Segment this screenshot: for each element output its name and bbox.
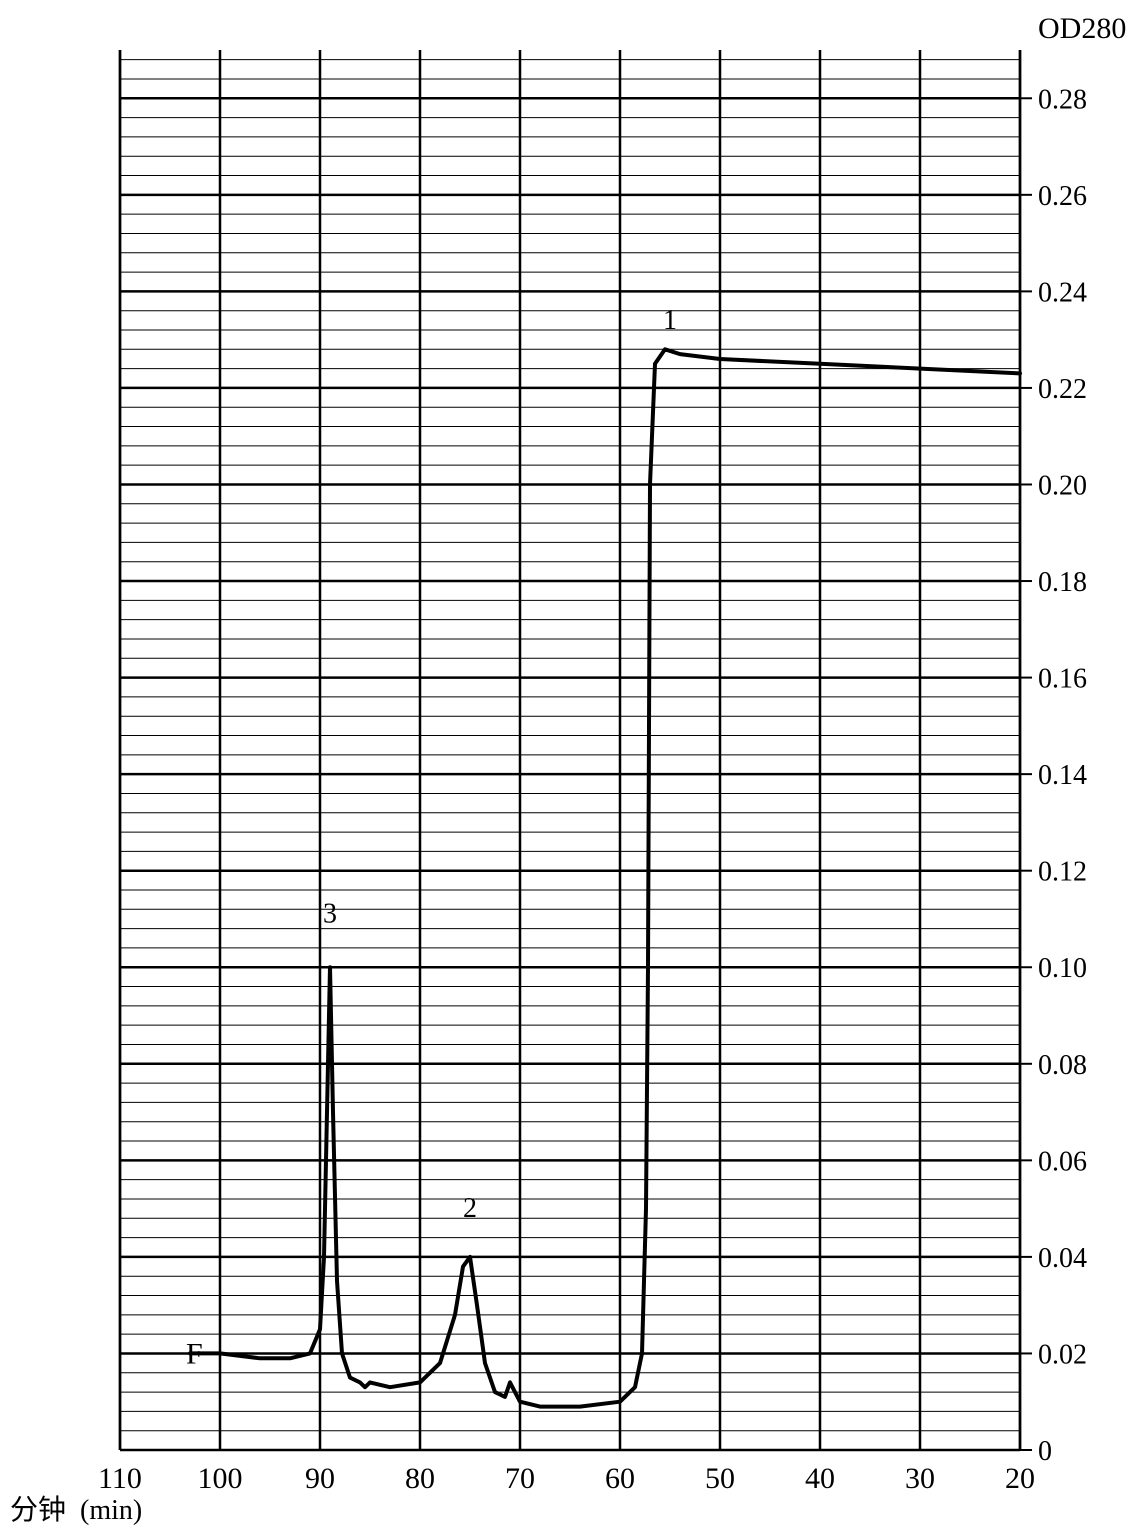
chart-svg: 0 0.02 0.04 0.06 0.08 0.10 0.12 0.14 0.16 0.18 0.2… bbox=[0, 0, 1144, 1531]
y-tick-label: 0 bbox=[1038, 1436, 1052, 1467]
y-tick-label: 0.24 bbox=[1038, 277, 1087, 308]
y-tick-label: 0.12 bbox=[1038, 857, 1087, 888]
x-tick-label: 30 bbox=[905, 1462, 935, 1495]
y-tick-label: 0.28 bbox=[1038, 84, 1087, 115]
y-tick-label: 0.22 bbox=[1038, 374, 1087, 405]
x-tick-label: 50 bbox=[705, 1462, 735, 1495]
y-tick-label: 0.08 bbox=[1038, 1050, 1087, 1081]
y-tick-label: 0.20 bbox=[1038, 470, 1087, 501]
y-tick-label: 0.18 bbox=[1038, 567, 1087, 598]
x-tick-label: 110 bbox=[98, 1462, 142, 1495]
x-axis-title-cn: 分钟 bbox=[10, 1494, 66, 1526]
y-tick-label: 0.10 bbox=[1038, 953, 1087, 984]
x-tick-label: 60 bbox=[605, 1462, 635, 1495]
x-tick-label: 20 bbox=[1005, 1462, 1035, 1495]
x-axis-title-en: (min) bbox=[80, 1495, 142, 1526]
peak-label: 2 bbox=[463, 1193, 477, 1224]
y-tick-label: 0.16 bbox=[1038, 664, 1087, 695]
y-tick-label: 0.02 bbox=[1038, 1339, 1087, 1370]
start-marker: F bbox=[186, 1337, 203, 1370]
y-tick-label: 0.26 bbox=[1038, 181, 1087, 212]
y-axis-title: OD280 bbox=[1038, 12, 1126, 45]
peak-label: 1 bbox=[663, 305, 677, 336]
x-tick-label: 40 bbox=[805, 1462, 835, 1495]
x-tick-label: 80 bbox=[405, 1462, 435, 1495]
y-tick-label: 0.14 bbox=[1038, 760, 1087, 791]
peak-label: 3 bbox=[323, 899, 337, 930]
x-tick-label: 70 bbox=[505, 1462, 535, 1495]
x-tick-label: 100 bbox=[198, 1462, 243, 1495]
chromatogram-chart: 0 0.02 0.04 0.06 0.08 0.10 0.12 0.14 0.16 0.18 0.2… bbox=[0, 0, 1144, 1531]
y-tick-label: 0.06 bbox=[1038, 1146, 1087, 1177]
x-tick-label: 90 bbox=[305, 1462, 335, 1495]
y-tick-label: 0.04 bbox=[1038, 1243, 1087, 1274]
